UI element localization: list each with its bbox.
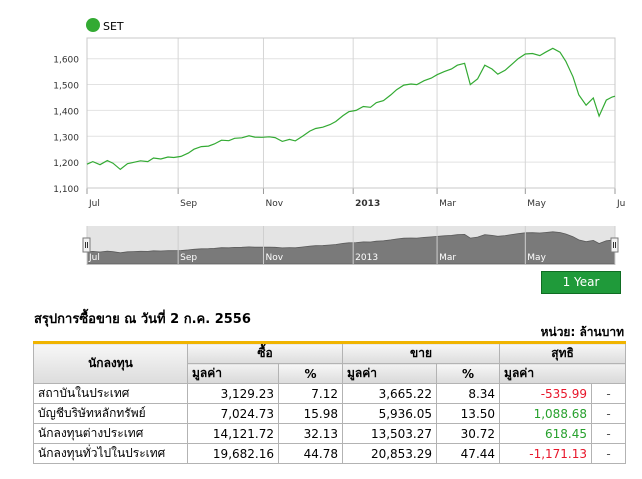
sell-percent: 47.44 [436, 443, 501, 464]
y-tick-label: 1,300 [53, 133, 79, 143]
sell-header: ขาย [342, 341, 501, 364]
extra-value: - [591, 383, 627, 404]
buy-percent: 15.98 [277, 403, 344, 424]
net-value-header: มูลค่า [499, 363, 627, 384]
navigator-x-axis: Jul Sep Nov 2013 Mar May Ju [86, 226, 625, 264]
x-tick-label: Sep [180, 199, 197, 209]
table-row: นักลงทุนทั่วไปในประเทศ 19,682.16 44.78 2… [33, 443, 627, 464]
summary-title: สรุปการซื้อขาย ณ วันที่ 2 ก.ค. 2556 [34, 312, 251, 327]
sell-value: 13,503.27 [342, 423, 438, 444]
buy-percent: 44.78 [277, 443, 344, 464]
y-axis: 1,100 1,200 1,300 1,400 1,500 1,600 [53, 56, 79, 195]
investor-header: นักลงทุน [33, 341, 188, 384]
net-value: -535.99 [499, 383, 593, 404]
investor-name: บัญชีบริษัทหลักทรัพย์ [33, 403, 188, 424]
sell-value: 20,853.29 [342, 443, 438, 464]
navigator-tick-label: May [527, 253, 546, 263]
navigator-tick-label: Nov [265, 253, 283, 263]
extra-value: - [591, 403, 627, 424]
sell-value: 5,936.05 [342, 403, 438, 424]
range-navigator[interactable]: Jul Sep Nov 2013 Mar May Ju [82, 226, 625, 265]
x-tick-label: Mar [439, 199, 456, 209]
sell-percent-header: % [436, 363, 501, 384]
x-tick-label: 2013 [355, 199, 380, 209]
unit-label: หน่วย: ล้านบาท [540, 325, 624, 339]
x-tick-label: Ju [616, 199, 625, 209]
sell-percent: 30.72 [436, 423, 501, 444]
navigator-tick-label: Jul [88, 253, 100, 263]
buy-value: 14,121.72 [187, 423, 279, 444]
sell-percent: 13.50 [436, 403, 501, 424]
navigator-tick-label: Sep [180, 253, 197, 263]
investor-name: นักลงทุนต่างประเทศ [33, 423, 188, 444]
table-row: บัญชีบริษัทหลักทรัพย์ 7,024.73 15.98 5,9… [33, 403, 627, 424]
buy-value: 7,024.73 [187, 403, 279, 424]
x-axis: Jul Sep Nov 2013 Mar May Ju [88, 199, 625, 209]
x-tick-label: Jul [88, 199, 100, 209]
table-row: สถาบันในประเทศ 3,129.23 7.12 3,665.22 8.… [33, 383, 627, 404]
net-value: -1,171.13 [499, 443, 593, 464]
series-line-set [86, 47, 616, 171]
index-chart: SET 1,100 1,200 1,300 1,400 1,500 1,600 Jul Se… [53, 18, 625, 265]
net-value: 1,088.68 [499, 403, 593, 424]
extra-value: - [591, 423, 627, 444]
net-value: 618.45 [499, 423, 593, 444]
sell-value-header: มูลค่า [342, 363, 438, 384]
y-tick-label: 1,400 [53, 107, 79, 117]
navigator-right-handle[interactable] [610, 237, 619, 253]
x-tick-label: Nov [265, 199, 283, 209]
net-header: สุทธิ [499, 341, 627, 364]
buy-value: 3,129.23 [187, 383, 279, 404]
plot-grid [86, 38, 616, 194]
navigator-area [86, 231, 616, 265]
chart-legend[interactable]: SET [86, 18, 124, 33]
navigator-tick-label: 2013 [355, 253, 378, 263]
sell-value: 3,665.22 [342, 383, 438, 404]
x-tick-label: May [527, 199, 546, 209]
buy-percent: 32.13 [277, 423, 344, 444]
plot-area [86, 37, 616, 189]
legend-marker-icon [86, 18, 100, 32]
one-year-button[interactable]: 1 Year [541, 271, 621, 294]
buy-header: ซื้อ [186, 341, 344, 364]
y-tick-label: 1,200 [53, 159, 79, 169]
extra-value: - [591, 443, 627, 464]
navigator-tick-label: Mar [439, 253, 456, 263]
buy-percent-header: % [277, 363, 344, 384]
sell-percent: 8.34 [436, 383, 501, 404]
table-header-row: นักลงทุน ซื้อ ขาย สุทธิ [33, 341, 627, 384]
legend-label: SET [103, 20, 124, 33]
buy-value: 19,682.16 [187, 443, 279, 464]
investor-name: สถาบันในประเทศ [33, 383, 188, 404]
investor-name: นักลงทุนทั่วไปในประเทศ [33, 443, 188, 464]
buy-value-header: มูลค่า [187, 363, 279, 384]
navigator-tick-label: Ju [616, 253, 625, 263]
navigator-left-handle[interactable] [82, 237, 91, 253]
table-row: นักลงทุนต่างประเทศ 14,121.72 32.13 13,50… [33, 423, 627, 444]
buy-percent: 7.12 [277, 383, 344, 404]
y-tick-label: 1,600 [53, 56, 79, 66]
trading-summary-table: นักลงทุน ซื้อ ขาย สุทธิ มูลค่า % มูลค่า … [33, 341, 627, 464]
y-tick-label: 1,500 [53, 82, 79, 92]
y-tick-label: 1,100 [53, 185, 79, 195]
